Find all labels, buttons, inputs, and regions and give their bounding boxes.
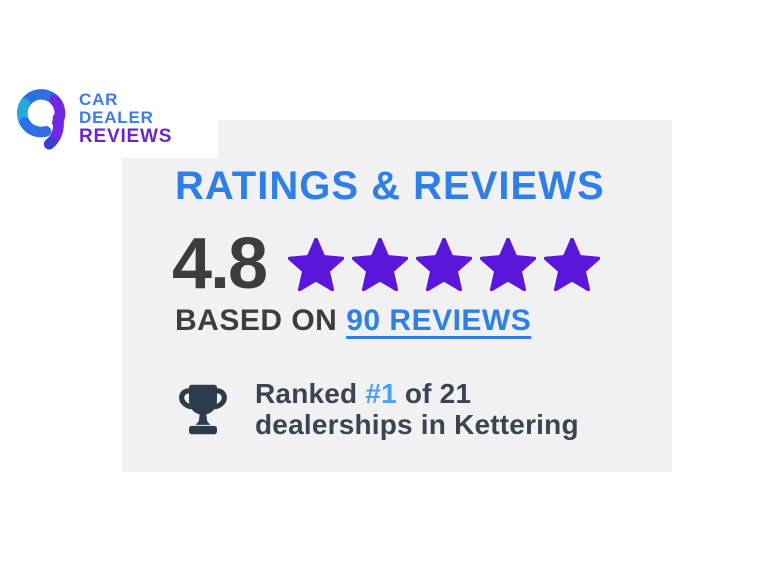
ranking-suffix: of 21 [404, 378, 472, 409]
ranking-text: Ranked #1 of 21 dealerships in Kettering [255, 378, 579, 440]
ranking-row: Ranked #1 of 21 dealerships in Kettering [175, 378, 579, 440]
ratings-card: RATINGS & REVIEWS 4.8 BASED ON 90 REVIEW… [122, 120, 672, 472]
ranking-prefix: Ranked [255, 378, 358, 409]
star-icon [544, 237, 601, 291]
logo-line-dealer: DEALER [79, 108, 154, 127]
logo-backdrop: CAR DEALER REVIEWS [0, 0, 218, 158]
star-icon [288, 237, 345, 291]
rating-score: 4.8 [172, 224, 268, 304]
logo-ring-icon [16, 89, 66, 150]
reviews-count-link[interactable]: 90 REVIEWS [346, 304, 532, 337]
logo-line-reviews: REVIEWS [79, 126, 173, 147]
star-icon [480, 237, 537, 291]
based-on-text: BASED ON 90 REVIEWS [175, 304, 531, 338]
card-heading: RATINGS & REVIEWS [175, 164, 605, 208]
rank-number: #1 [365, 378, 397, 409]
star-rating [288, 237, 601, 291]
based-on-prefix: BASED ON [175, 304, 338, 337]
logo-line-car: CAR [79, 90, 119, 109]
ranking-line-1: Ranked #1 of 21 [255, 378, 579, 409]
trophy-icon [179, 384, 227, 435]
logo-text: CAR DEALER REVIEWS [79, 91, 172, 147]
star-icon [352, 237, 409, 291]
car-dealer-reviews-logo[interactable]: CAR DEALER REVIEWS [16, 84, 172, 154]
rating-row: 4.8 [172, 224, 601, 304]
ranking-line-2: dealerships in Kettering [255, 409, 579, 440]
star-icon [416, 237, 473, 291]
